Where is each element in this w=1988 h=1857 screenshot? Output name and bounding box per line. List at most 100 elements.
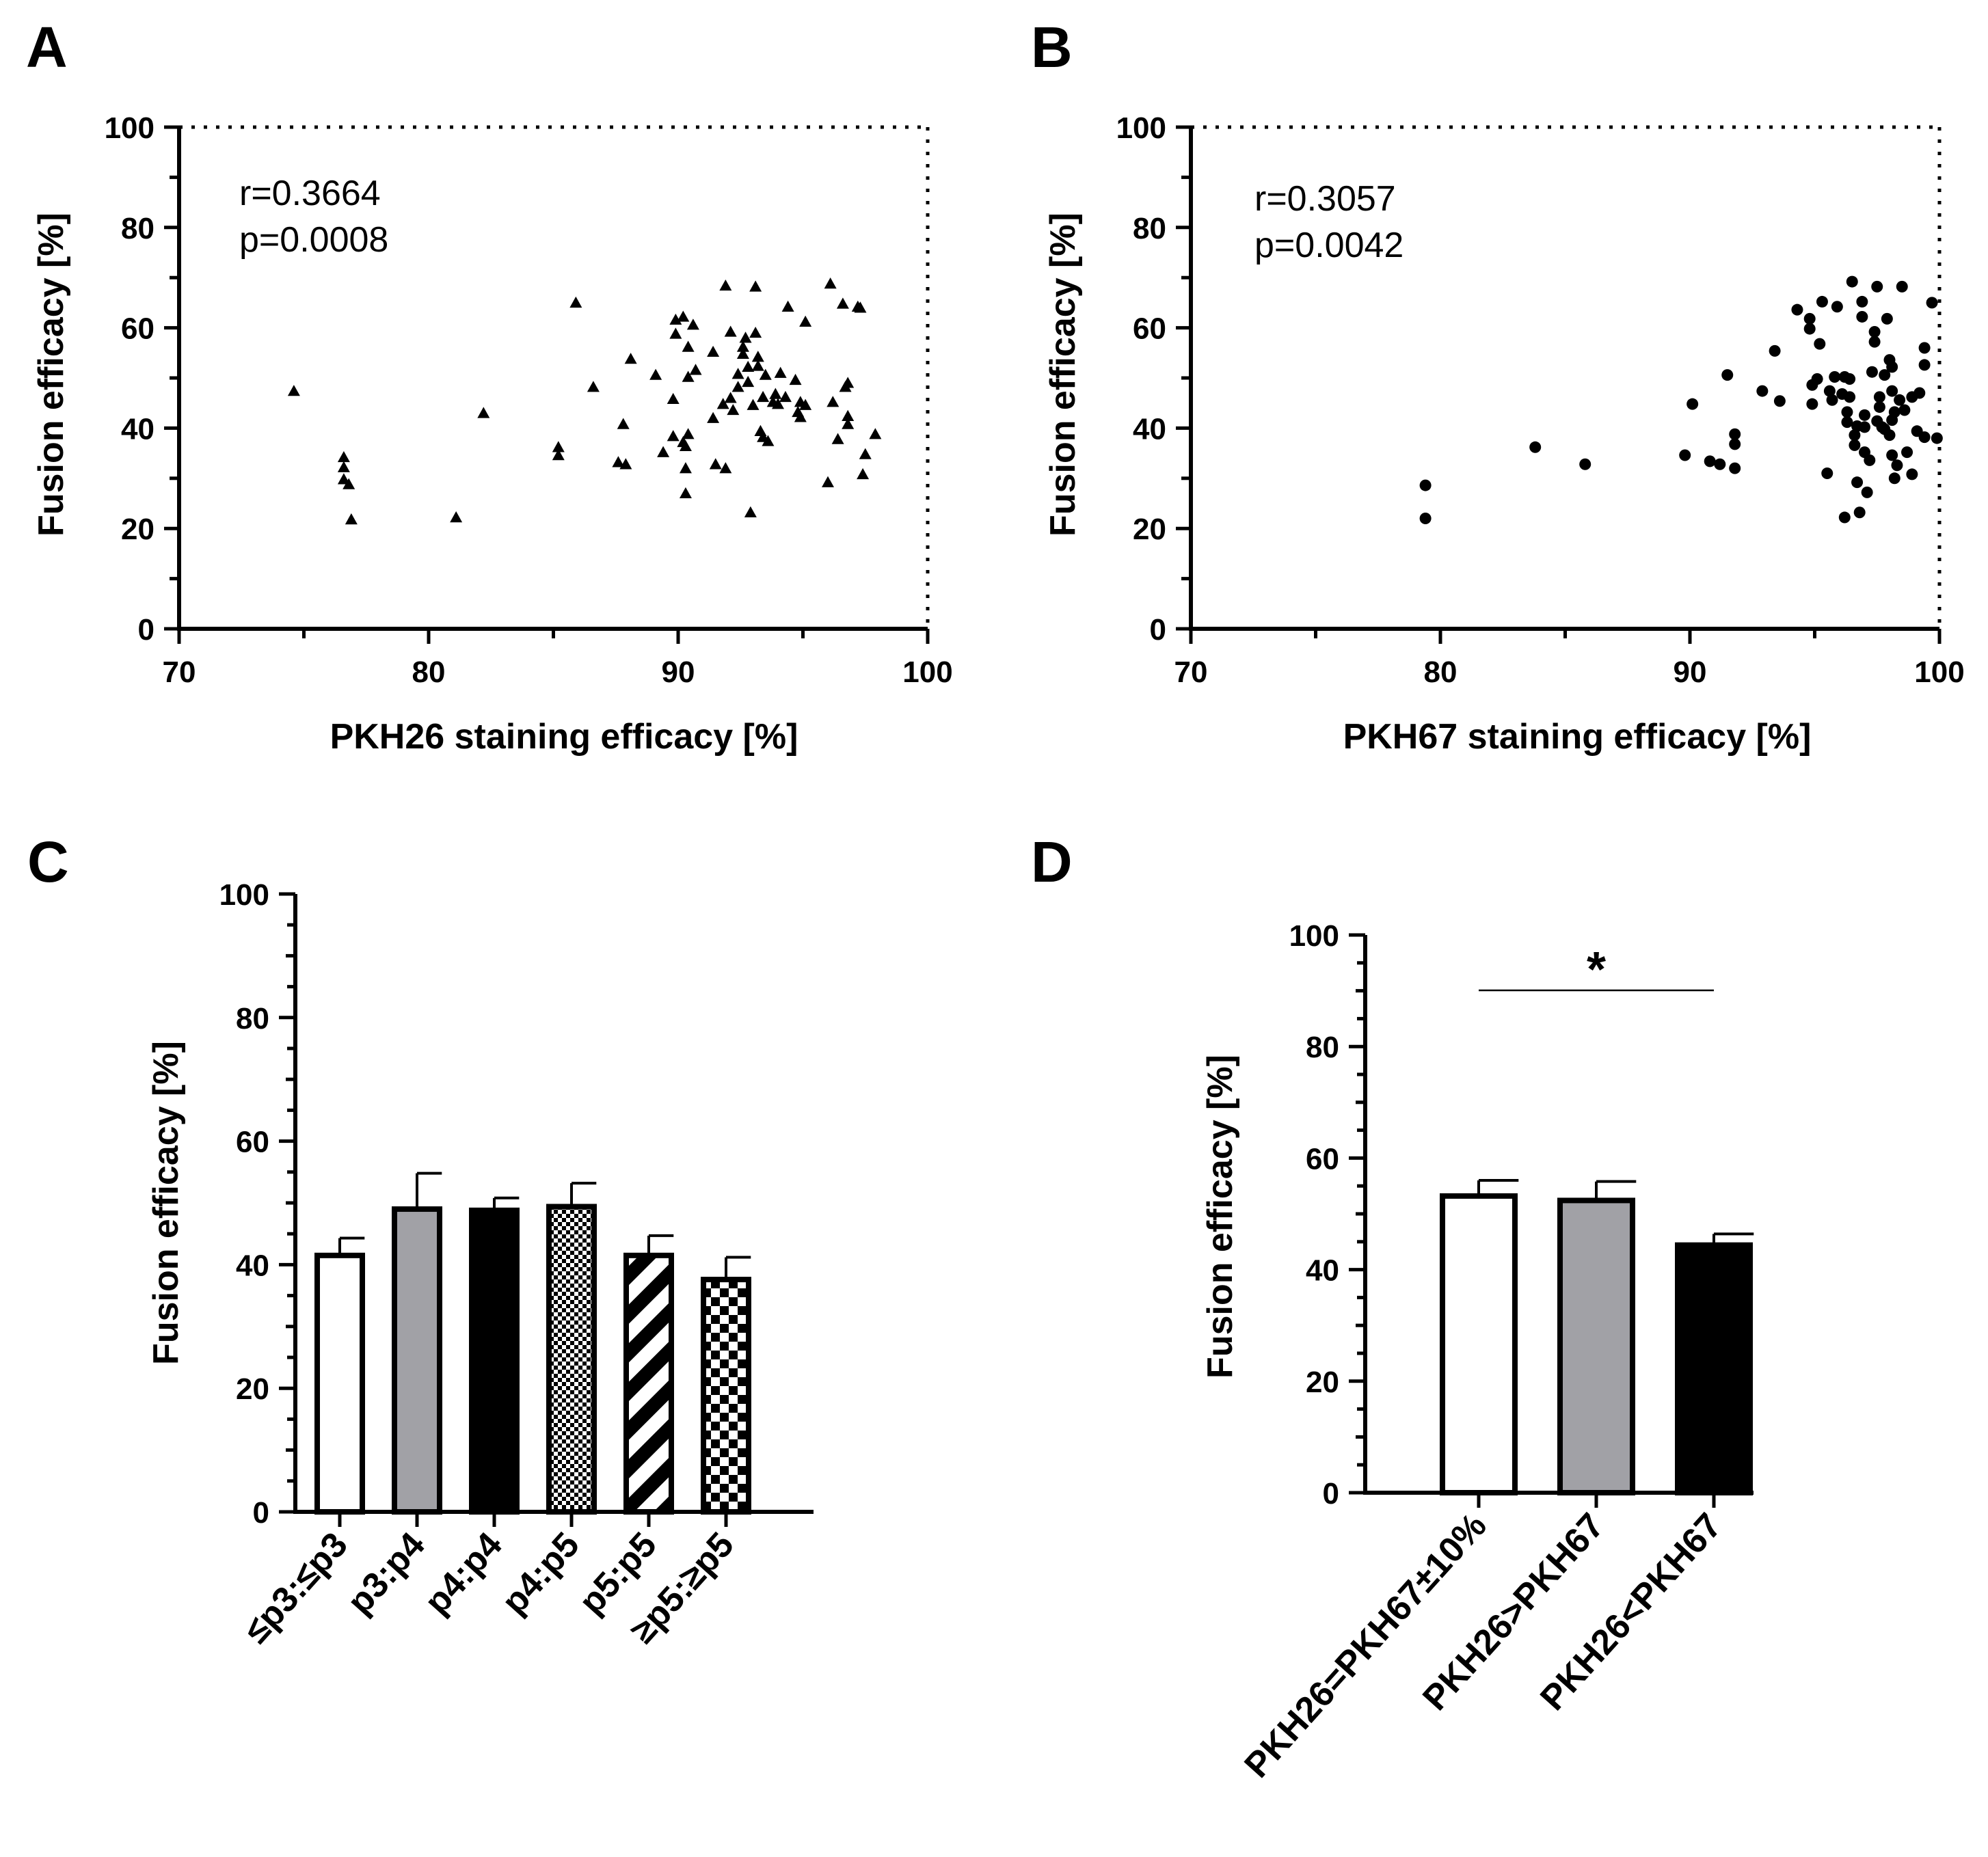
x-tick-label: 80 xyxy=(412,655,446,689)
data-point xyxy=(781,300,794,312)
data-point xyxy=(1769,344,1781,357)
data-point xyxy=(769,388,782,399)
data-point xyxy=(1838,511,1851,524)
y-tick-label: 80 xyxy=(121,212,155,245)
y-tick-label: 100 xyxy=(1289,919,1339,953)
data-point xyxy=(1906,468,1918,480)
data-point xyxy=(1873,401,1885,414)
correlation-p-label: p=0.0042 xyxy=(1254,226,1403,265)
y-tick-label: 40 xyxy=(1133,412,1166,446)
data-point xyxy=(772,398,784,409)
data-point xyxy=(345,513,358,525)
data-point xyxy=(707,345,720,357)
data-point xyxy=(842,409,855,421)
y-tick-label: 0 xyxy=(253,1496,269,1530)
data-point xyxy=(1859,421,1870,433)
data-point xyxy=(617,418,630,429)
data-point xyxy=(831,433,844,444)
data-point xyxy=(1579,458,1591,470)
y-tick-label: 100 xyxy=(105,111,155,145)
data-point xyxy=(731,381,744,392)
data-point xyxy=(1861,486,1873,498)
data-point xyxy=(689,364,702,375)
x-tick-label: 70 xyxy=(163,655,196,689)
data-point xyxy=(1864,454,1876,466)
data-point xyxy=(1714,458,1726,470)
bar xyxy=(701,1277,751,1515)
bar xyxy=(469,1207,520,1515)
data-point xyxy=(736,347,749,359)
data-point xyxy=(1529,441,1542,453)
x-tick-label: 70 xyxy=(1174,655,1208,689)
bar-panel-c: Fusion efficacy [%] 020406080100≤p3:≤p3p… xyxy=(146,878,814,1651)
data-point xyxy=(742,375,755,388)
data-point xyxy=(1729,428,1741,440)
x-tick-label: 80 xyxy=(1424,655,1458,689)
x-axis-title: PKH26 staining efficacy [%] xyxy=(330,717,798,757)
data-point xyxy=(1931,432,1943,444)
data-point xyxy=(337,461,350,472)
data-point xyxy=(1419,479,1432,491)
data-point xyxy=(1816,295,1828,308)
bar xyxy=(1440,1193,1518,1495)
data-point xyxy=(477,407,490,418)
data-point xyxy=(677,310,690,322)
data-point xyxy=(1846,275,1858,288)
data-point xyxy=(287,385,300,396)
data-point xyxy=(859,448,872,459)
data-point xyxy=(1826,394,1838,406)
y-tick-label: 0 xyxy=(138,613,155,647)
data-point xyxy=(679,487,692,499)
data-point xyxy=(1868,336,1881,348)
data-point xyxy=(1803,323,1816,335)
y-tick-label: 40 xyxy=(121,412,155,446)
data-point xyxy=(682,340,695,352)
y-tick-label: 100 xyxy=(1116,111,1166,145)
data-point xyxy=(824,277,837,289)
y-tick-label: 20 xyxy=(1306,1366,1339,1399)
data-point xyxy=(1894,394,1906,406)
data-point xyxy=(822,476,834,487)
data-point xyxy=(1756,385,1769,397)
y-tick-label: 0 xyxy=(1150,613,1166,647)
panel-letter-c: C xyxy=(27,830,69,894)
data-point xyxy=(587,381,600,392)
data-point xyxy=(679,462,692,474)
data-point xyxy=(624,353,637,364)
data-point xyxy=(1859,409,1870,421)
data-point xyxy=(686,318,699,330)
data-point xyxy=(1844,372,1856,385)
data-point xyxy=(836,297,849,309)
data-point xyxy=(1871,280,1883,293)
bar xyxy=(314,1252,365,1515)
data-point xyxy=(842,418,855,429)
x-axis-title: PKH67 staining efficacy [%] xyxy=(1343,717,1812,757)
data-point xyxy=(1901,446,1913,459)
data-point xyxy=(1823,385,1836,397)
y-axis-title: Fusion efficacy [%] xyxy=(1200,1055,1240,1379)
data-point xyxy=(749,280,762,292)
data-point xyxy=(1729,462,1741,474)
data-point xyxy=(1729,438,1741,450)
data-point xyxy=(1918,342,1931,354)
y-tick-label: 60 xyxy=(1306,1142,1339,1176)
data-point xyxy=(857,467,870,480)
data-point xyxy=(1803,312,1816,325)
data-point xyxy=(1913,387,1926,399)
y-tick-label: 60 xyxy=(121,312,155,346)
data-point xyxy=(869,428,882,439)
data-point xyxy=(450,511,463,523)
data-point xyxy=(1856,295,1868,308)
data-point xyxy=(736,340,749,352)
data-point xyxy=(731,368,744,379)
category-label: ≤p3:≤p3 xyxy=(237,1525,355,1651)
data-point xyxy=(1831,301,1843,313)
correlation-r-label: r=0.3664 xyxy=(239,174,381,213)
data-point xyxy=(1898,404,1911,416)
data-point xyxy=(774,366,787,378)
y-axis-title: Fusion efficacy [%] xyxy=(31,213,71,537)
x-tick-label: 100 xyxy=(902,655,952,689)
bar-panel-d: Fusion efficacy [%] 020406080100PKH26=PK… xyxy=(1200,919,1754,1785)
data-point xyxy=(669,327,682,339)
data-point xyxy=(667,430,680,442)
